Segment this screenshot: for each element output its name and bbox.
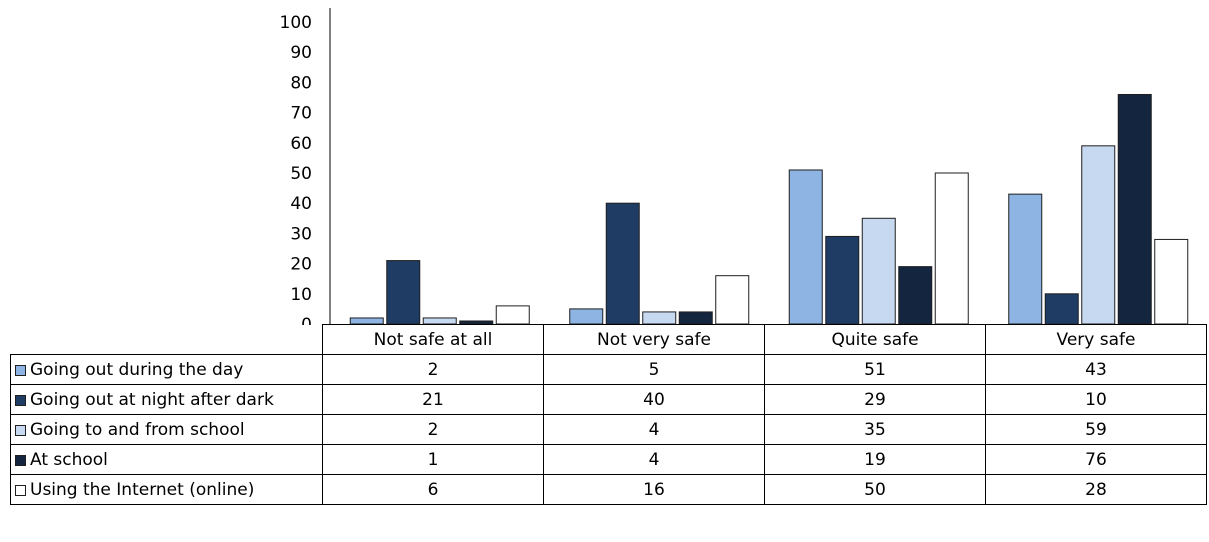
bar [387, 261, 420, 324]
table-cell: 4 [544, 445, 765, 475]
bar [1082, 146, 1115, 324]
legend-swatch-icon [15, 395, 26, 406]
table-cell: 35 [765, 415, 986, 445]
table-cell: 10 [986, 385, 1207, 415]
table-cell: 59 [986, 415, 1207, 445]
y-tick-label: 80 [290, 73, 312, 93]
table-row: Going out during the day 2 5 51 43 [11, 355, 1207, 385]
table-cell: 19 [765, 445, 986, 475]
series-name: Using the Internet (online) [30, 480, 254, 500]
legend-swatch-icon [15, 365, 26, 376]
table-cell: 51 [765, 355, 986, 385]
table-cell: 4 [544, 415, 765, 445]
table-cell: 1 [323, 445, 544, 475]
table-header-row: Not safe at all Not very safe Quite safe… [11, 325, 1207, 355]
series-name: Going out during the day [30, 360, 243, 380]
series-label: Using the Internet (online) [11, 475, 323, 505]
bar [935, 173, 968, 324]
table-cell: 2 [323, 415, 544, 445]
data-table: Not safe at all Not very safe Quite safe… [10, 324, 1207, 505]
legend-swatch-icon [15, 455, 26, 466]
series-label: Going out during the day [11, 355, 323, 385]
bar [643, 312, 676, 324]
table-row: At school 1 4 19 76 [11, 445, 1207, 475]
y-tick-label: 40 [290, 194, 312, 214]
table-row: Going to and from school 2 4 35 59 [11, 415, 1207, 445]
table-corner [11, 325, 323, 355]
y-tick-label: 20 [290, 255, 312, 275]
series-name: At school [30, 450, 108, 470]
table-row: Going out at night after dark 21 40 29 10 [11, 385, 1207, 415]
series-label: Going out at night after dark [11, 385, 323, 415]
table-row: Using the Internet (online) 6 16 50 28 [11, 475, 1207, 505]
y-tick-label: 100 [280, 13, 312, 33]
table-cell: 21 [323, 385, 544, 415]
bar [570, 309, 603, 324]
bar [496, 306, 529, 324]
y-tick-label: 60 [290, 134, 312, 154]
bar [789, 170, 822, 324]
y-tick-label: 70 [290, 104, 312, 124]
bar [1045, 294, 1078, 324]
y-tick-label: 50 [290, 164, 312, 184]
table-cell: 29 [765, 385, 986, 415]
series-label: At school [11, 445, 323, 475]
category-header: Not safe at all [323, 325, 544, 355]
y-tick-label: 30 [290, 224, 312, 244]
bar [716, 276, 749, 324]
bar [1009, 194, 1042, 324]
table-cell: 28 [986, 475, 1207, 505]
bars [350, 94, 1188, 324]
table-cell: 5 [544, 355, 765, 385]
bar [606, 203, 639, 324]
bar [679, 312, 712, 324]
bar [826, 236, 859, 324]
y-tick-label: 10 [290, 285, 312, 305]
table-cell: 40 [544, 385, 765, 415]
series-name: Going to and from school [30, 420, 245, 440]
table-cell: 43 [986, 355, 1207, 385]
series-name: Going out at night after dark [30, 390, 274, 410]
bar [862, 218, 895, 324]
bar [899, 267, 932, 324]
category-header: Quite safe [765, 325, 986, 355]
category-header: Not very safe [544, 325, 765, 355]
y-tick-label: 90 [290, 43, 312, 63]
table-cell: 16 [544, 475, 765, 505]
table-cell: 50 [765, 475, 986, 505]
series-label: Going to and from school [11, 415, 323, 445]
legend-swatch-icon [15, 425, 26, 436]
bar [1155, 239, 1188, 324]
table-cell: 6 [323, 475, 544, 505]
table-cell: 2 [323, 355, 544, 385]
legend-swatch-icon [15, 485, 26, 496]
bar [1118, 94, 1151, 324]
category-header: Very safe [986, 325, 1207, 355]
table-cell: 76 [986, 445, 1207, 475]
